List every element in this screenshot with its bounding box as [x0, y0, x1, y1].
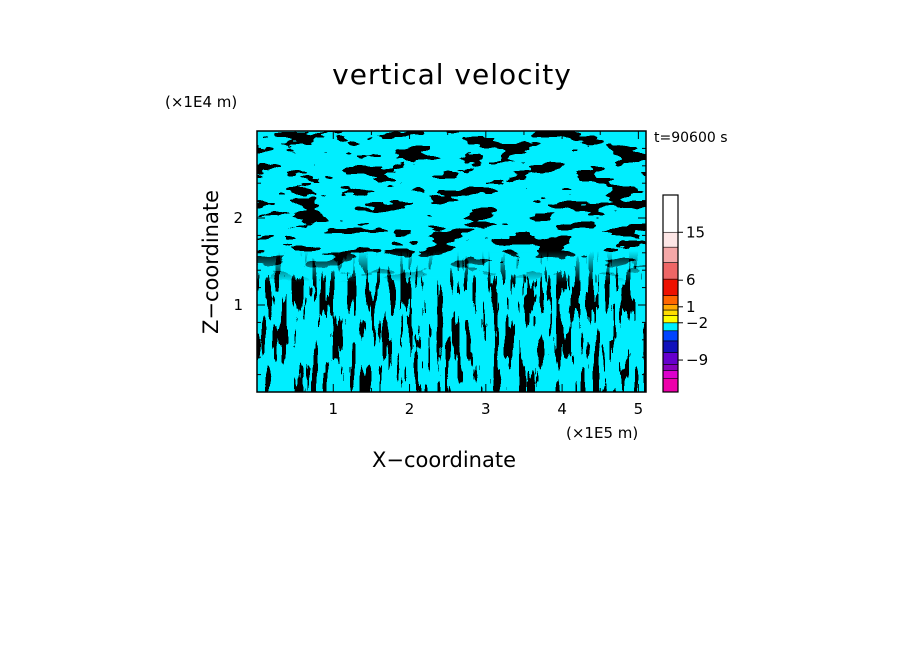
velocity-field: [257, 131, 646, 392]
time-stamp: t=90600 s: [654, 130, 728, 146]
x-tick-label: 5: [634, 400, 644, 418]
colorbar-level: [662, 340, 679, 353]
y-axis-label: Z−coordinate: [199, 190, 223, 334]
colorbar-level: [662, 262, 679, 280]
colorbar-tick-label: 6: [686, 271, 696, 289]
colorbar-level: [662, 304, 679, 311]
colorbar-level: [662, 278, 679, 296]
x-tick-label: 3: [481, 400, 491, 418]
colorbar-level: [662, 322, 679, 332]
field-lower-positive: [257, 131, 646, 392]
colorbar-level: [662, 378, 679, 393]
colorbar-level: [662, 330, 679, 342]
chart-title: vertical velocity: [332, 58, 572, 91]
colorbar-level: [662, 246, 679, 263]
colorbar-level: [662, 231, 679, 248]
colorbar-tick-label: 15: [686, 223, 705, 241]
colorbar-level: [662, 309, 679, 316]
colorbar-level: [662, 295, 679, 305]
x-tick-label: 1: [329, 400, 339, 418]
colorbar-tick-label: −2: [686, 314, 708, 332]
colorbar-level: [662, 364, 679, 372]
y-tick-label: 2: [233, 209, 243, 227]
axis-ticks: [257, 131, 646, 392]
colorbar-level: [662, 370, 679, 379]
colorbar-tick-label: 1: [686, 298, 696, 316]
colorbar-tick-label: −9: [686, 351, 708, 369]
colorbar-frame: [662, 194, 679, 393]
z-axis-multiplier: (×1E4 m): [165, 93, 238, 111]
x-axis-label: X−coordinate: [372, 448, 516, 472]
x-tick-label: 2: [405, 400, 415, 418]
axis-tick-labels: 1 2 3 4 5 1 2: [233, 209, 643, 418]
x-axis-multiplier: (×1E5 m): [566, 424, 639, 442]
colorbar-level: [662, 352, 679, 365]
colorbar: 15 6 1−2 −9: [662, 194, 708, 393]
x-tick-label: 4: [557, 400, 567, 418]
plot-frame: [256, 130, 647, 393]
y-tick-label: 1: [233, 296, 243, 314]
colorbar-level: [662, 315, 679, 324]
